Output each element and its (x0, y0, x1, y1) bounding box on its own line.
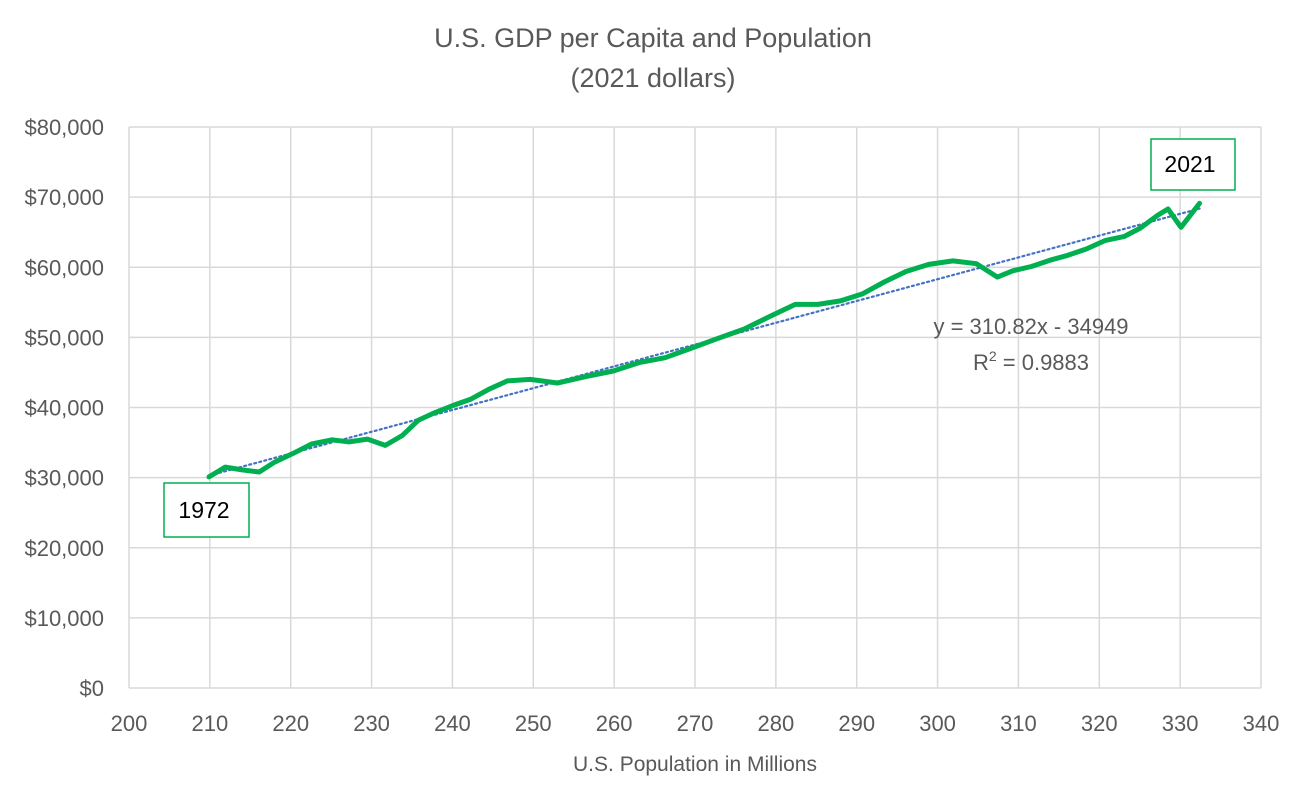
x-tick-label: 270 (677, 711, 714, 736)
r-squared-value: = 0.9883 (997, 350, 1089, 375)
x-tick-label: 220 (272, 711, 309, 736)
callout-start-box (163, 482, 250, 538)
x-tick-label: 320 (1081, 711, 1118, 736)
y-tick-label: $60,000 (24, 255, 104, 280)
r-squared-superscript: 2 (989, 348, 997, 364)
x-tick-label: 200 (111, 711, 148, 736)
y-tick-label: $80,000 (24, 115, 104, 140)
y-tick-label: $70,000 (24, 185, 104, 210)
trendline-r-squared: R2 = 0.9883 (973, 348, 1089, 375)
chart-title: U.S. GDP per Capita and Population (434, 23, 872, 53)
gdp-per-capita-line (206, 200, 1202, 480)
y-tick-label: $40,000 (24, 396, 104, 421)
y-tick-label: $10,000 (24, 606, 104, 631)
callout-end-label: 2021 (1164, 151, 1215, 177)
linear-trendline (207, 207, 1201, 477)
trendline-equation: y = 310.82x - 34949 (933, 314, 1128, 339)
y-axis-tick-labels: $0 $10,000 $20,000 $30,000 $40,000 $50,000 $60… (24, 115, 104, 701)
x-tick-label: 280 (757, 711, 794, 736)
x-axis-tick-labels: 200 210 220 230 240 250 260 270 280 290 300 310 320 3… (111, 711, 1280, 736)
x-tick-label: 310 (1000, 711, 1037, 736)
x-tick-label: 250 (515, 711, 552, 736)
x-tick-label: 230 (353, 711, 390, 736)
y-tick-label: $0 (80, 676, 104, 701)
r-squared-letter: R (973, 350, 989, 375)
callout-start-label: 1972 (178, 497, 229, 523)
x-tick-label: 240 (434, 711, 471, 736)
callout-start-year: 1972 (163, 482, 250, 538)
x-tick-label: 260 (596, 711, 633, 736)
chart-subtitle: (2021 dollars) (570, 63, 735, 93)
y-tick-label: $30,000 (24, 466, 104, 491)
x-tick-label: 340 (1243, 711, 1280, 736)
y-tick-label: $20,000 (24, 536, 104, 561)
x-tick-label: 300 (919, 711, 956, 736)
callout-end-year: 2021 (1150, 138, 1236, 191)
y-tick-label: $50,000 (24, 325, 104, 350)
x-tick-label: 330 (1162, 711, 1199, 736)
callout-end-box (1150, 138, 1236, 191)
trendline-layer (207, 207, 1201, 477)
x-axis-title: U.S. Population in Millions (573, 753, 817, 776)
x-tick-label: 210 (191, 711, 228, 736)
x-tick-label: 290 (838, 711, 875, 736)
series-layer (206, 200, 1202, 480)
